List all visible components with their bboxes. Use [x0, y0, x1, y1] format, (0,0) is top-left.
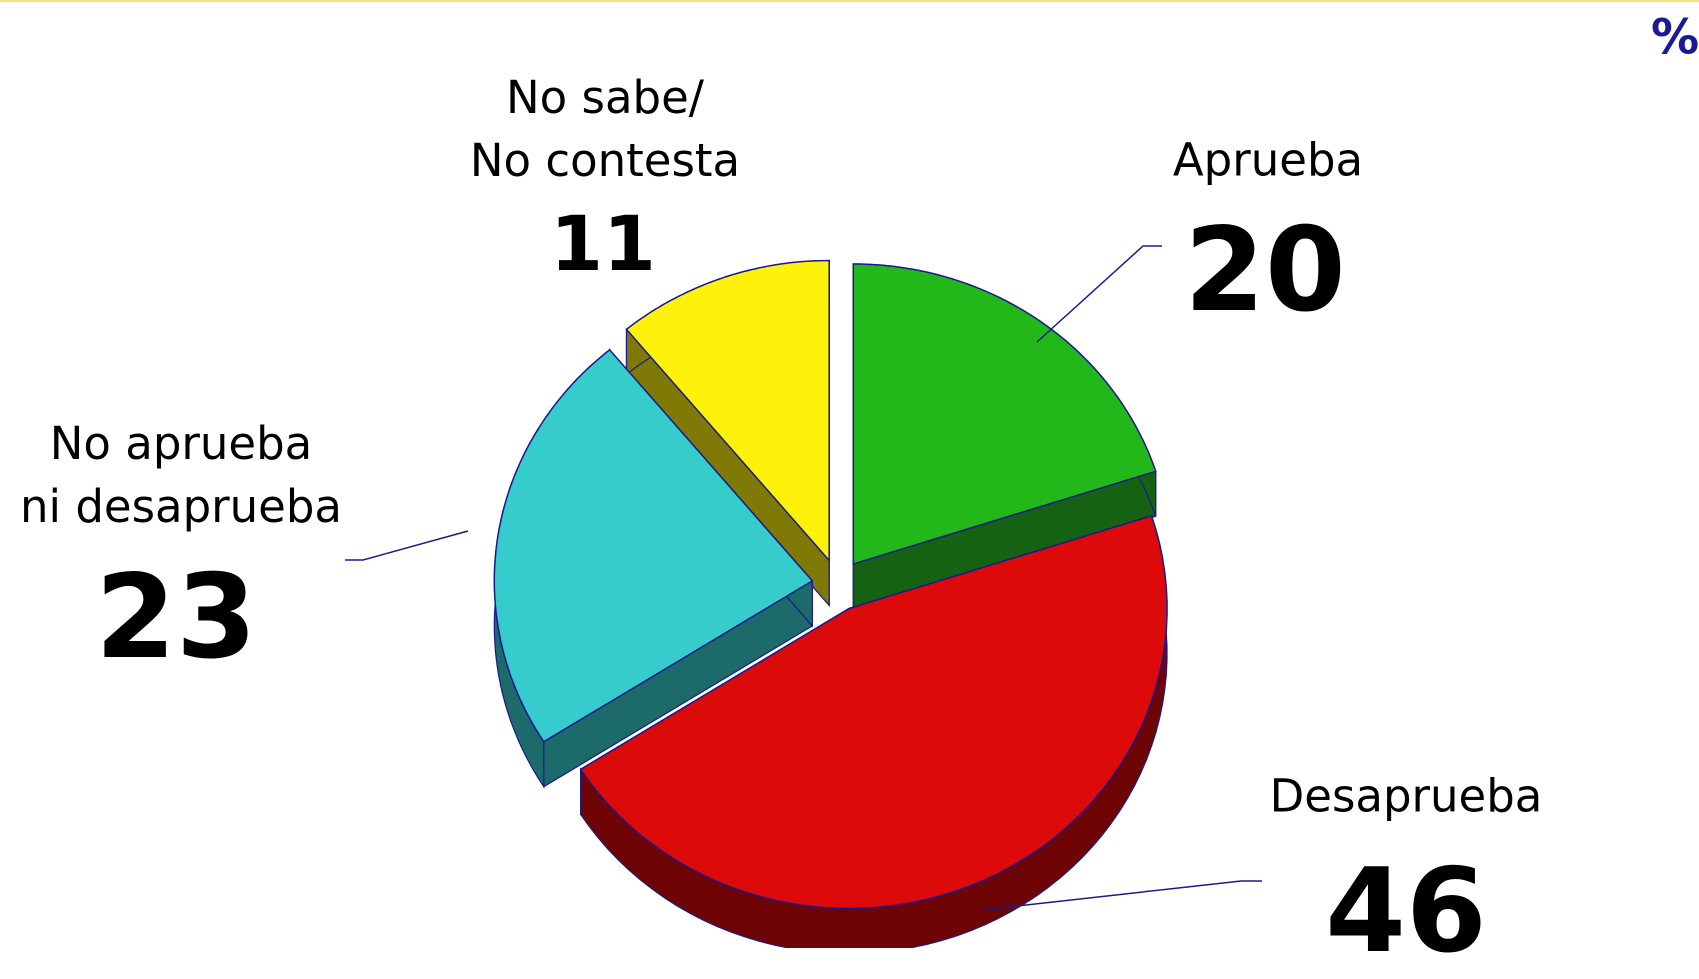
pie: [493, 259, 1168, 948]
slice: [493, 348, 814, 743]
category-label: No aprueba ni desaprueba: [19, 417, 343, 533]
slice: [625, 259, 830, 563]
leader-line: [345, 530, 469, 561]
category-label: Desaprueba: [1269, 769, 1543, 823]
unit-label: %: [1650, 9, 1699, 66]
leader-line: [1036, 245, 1162, 343]
value-label: 23: [95, 550, 257, 685]
chart: [0, 0, 1699, 948]
category-label: Aprueba: [1172, 133, 1364, 187]
slice: [852, 263, 1157, 566]
value-label: 20: [1184, 203, 1346, 338]
value-label: 11: [550, 199, 656, 288]
leader-line: [980, 880, 1262, 911]
value-label: 46: [1325, 844, 1487, 979]
category-label: No sabe/ No contesta: [469, 71, 741, 187]
slice: [579, 514, 1168, 910]
